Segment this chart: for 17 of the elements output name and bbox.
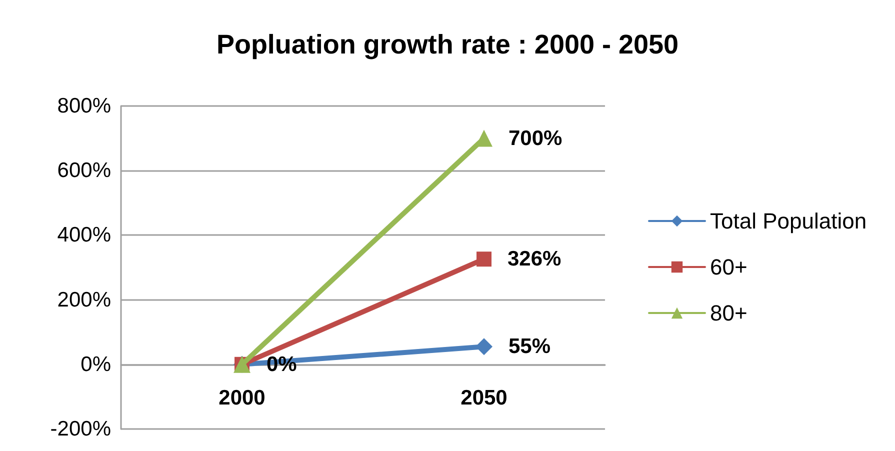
y-tick-label: 400% [57, 224, 111, 247]
data-label: 700% [508, 126, 563, 150]
point [476, 338, 492, 356]
x-tick-label: 2050 [460, 386, 508, 410]
y-tick-label: 800% [57, 94, 111, 118]
y-tick-label: 0% [80, 352, 111, 376]
data-label: 55% [508, 335, 551, 358]
y-tick-label: -200% [50, 418, 111, 440]
data-label: 326% [508, 248, 562, 271]
x-tick-label: 2000 [218, 386, 266, 410]
legend-label: 60+ [710, 254, 748, 280]
y-tick-label: 200% [57, 288, 111, 312]
y-tick-label: 600% [57, 159, 111, 182]
point [476, 252, 492, 267]
legend-label: 80+ [710, 300, 748, 326]
chart-title: Popluation growth rate : 2000 - 2050 [216, 30, 679, 60]
legend-label: Total Population [710, 208, 867, 234]
